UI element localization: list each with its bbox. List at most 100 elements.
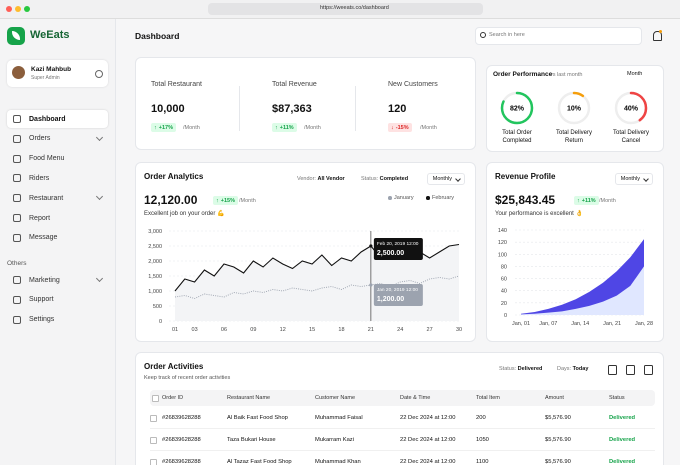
- filter-label: Status:: [361, 176, 379, 182]
- stat-value: 10,000: [151, 103, 185, 115]
- change-arrow: ↑: [577, 197, 580, 204]
- chart-period[interactable]: Monthly: [426, 173, 465, 185]
- user-settings-icon[interactable]: [95, 70, 103, 78]
- change-value: +11%: [279, 124, 294, 131]
- legend-dot: [426, 196, 430, 200]
- y-tick-label: 20: [501, 301, 507, 307]
- nav-item[interactable]: Marketing: [7, 271, 108, 289]
- nav-item[interactable]: Food Menu: [7, 150, 108, 168]
- nav-item[interactable]: Message: [7, 229, 108, 247]
- y-tick-label: 140: [498, 228, 507, 234]
- nav-icon: [13, 194, 21, 203]
- column-header[interactable]: Customer Name: [315, 395, 356, 401]
- change-badge: ↓ -15%: [388, 123, 412, 132]
- nav-item[interactable]: Orders: [7, 130, 108, 148]
- nav-item[interactable]: Restaurant: [7, 189, 108, 207]
- series-line: [174, 275, 460, 299]
- row-checkbox[interactable]: [150, 415, 157, 422]
- gauge-label: 82%: [510, 106, 525, 113]
- window-close[interactable]: [6, 6, 12, 12]
- gauge-label: 10%: [567, 106, 582, 113]
- nav-item[interactable]: Settings: [7, 311, 108, 329]
- tooltip-title: Feb 20, 2019 12:00: [377, 241, 419, 247]
- nav-icon: [13, 276, 21, 284]
- table-cell: 200: [476, 414, 486, 421]
- nav-item[interactable]: Support: [7, 291, 108, 309]
- gauge-arc: [500, 91, 534, 125]
- chart-period[interactable]: Monthly: [614, 173, 653, 185]
- url-bar[interactable]: [208, 3, 483, 15]
- chart-button[interactable]: [626, 365, 635, 375]
- tooltip-box: [373, 284, 423, 306]
- nav-icon: [13, 233, 21, 242]
- stat-label: New Customers: [388, 81, 438, 88]
- chart-filter[interactable]: Vendor: All Vendor: [297, 176, 353, 182]
- column-header[interactable]: Restaurant Name: [227, 395, 271, 401]
- notification-dot: [659, 30, 662, 33]
- search-box[interactable]: [475, 27, 642, 45]
- table-cell: 1100: [476, 458, 489, 465]
- hover-point: [369, 244, 373, 248]
- gauge-caption: Total Delivery Cancel: [612, 130, 649, 144]
- x-tick-label: 24: [397, 327, 403, 333]
- x-tick-label: 30: [456, 327, 462, 333]
- export-button[interactable]: [644, 365, 653, 375]
- y-tick-label: 80: [501, 264, 507, 270]
- column-header[interactable]: Total Item: [476, 395, 500, 401]
- print-button[interactable]: [608, 365, 617, 375]
- table-cell: Muhammad Khan: [315, 458, 361, 465]
- filter-label: Vendor:: [297, 176, 316, 182]
- y-tick-label: 40: [501, 289, 507, 295]
- window-minimize[interactable]: [15, 6, 21, 12]
- row-checkbox[interactable]: [152, 395, 159, 402]
- series-area: [521, 239, 644, 315]
- perf-period[interactable]: Month: [627, 71, 643, 77]
- column-header[interactable]: Date & Time: [400, 395, 431, 401]
- x-tick-label: 18: [338, 327, 344, 333]
- column-header[interactable]: Status: [609, 395, 625, 401]
- gauge-label: 40%: [624, 106, 639, 113]
- nav-item[interactable]: Report: [7, 209, 108, 227]
- y-tick-label: 3,000: [148, 229, 162, 235]
- change-badge: ↑ +11%: [574, 196, 599, 205]
- tooltip-title: Jan 20, 2019 12:00: [377, 287, 418, 293]
- y-tick-label: 2,500: [148, 244, 162, 250]
- activities-filter[interactable]: Status: Delivered: [499, 366, 550, 372]
- page-title: Dashboard: [135, 31, 180, 41]
- x-tick-label: 01: [172, 327, 178, 333]
- chart: 0 500 1,000 1,500 2,000 2,500 3,000 01 03 06 09 12 1…: [148, 196, 462, 333]
- nav-item[interactable]: Riders: [7, 169, 108, 187]
- column-header[interactable]: Amount: [545, 395, 564, 401]
- brand-name: WeEats: [30, 29, 70, 41]
- change-value: +17%: [158, 124, 173, 131]
- nav-icon: [13, 154, 21, 163]
- change-badge: ↑ +17%: [151, 123, 176, 132]
- row-checkbox[interactable]: [150, 459, 157, 465]
- nav-label: Support: [29, 296, 54, 304]
- notification-bell[interactable]: [653, 31, 662, 41]
- change-arrow: ↑: [275, 124, 278, 131]
- gauge-arc: [614, 91, 648, 125]
- stat-value: $87,363: [272, 103, 312, 115]
- table-cell: #26839628288: [162, 436, 201, 443]
- table-cell: Muhammad Faisal: [315, 414, 363, 421]
- nav-item[interactable]: Dashboard: [7, 110, 108, 128]
- change-value: -15%: [395, 124, 409, 131]
- chart-change-period: /Month: [239, 197, 256, 204]
- y-tick-label: 2,000: [148, 259, 162, 265]
- row-checkbox[interactable]: [150, 437, 157, 444]
- hover-point: [369, 283, 373, 287]
- window-zoom[interactable]: [24, 6, 30, 12]
- table-cell: $5,576.90: [545, 458, 571, 465]
- chart-headline: 12,120.00: [144, 193, 198, 207]
- chart-filter[interactable]: Status: Completed: [361, 176, 416, 182]
- table-cell: Taza Bukari House: [227, 436, 276, 443]
- filter-value: All Vendor: [317, 176, 345, 182]
- stat-divider: [355, 86, 356, 131]
- nav-chevron: [95, 133, 104, 141]
- perf-title: Order Performance: [493, 71, 553, 78]
- gauge: 10%: [557, 91, 591, 125]
- activities-filter[interactable]: Days: Today: [557, 366, 596, 372]
- table-cell: $5,576.90: [545, 414, 571, 421]
- column-header[interactable]: Order ID: [162, 395, 184, 401]
